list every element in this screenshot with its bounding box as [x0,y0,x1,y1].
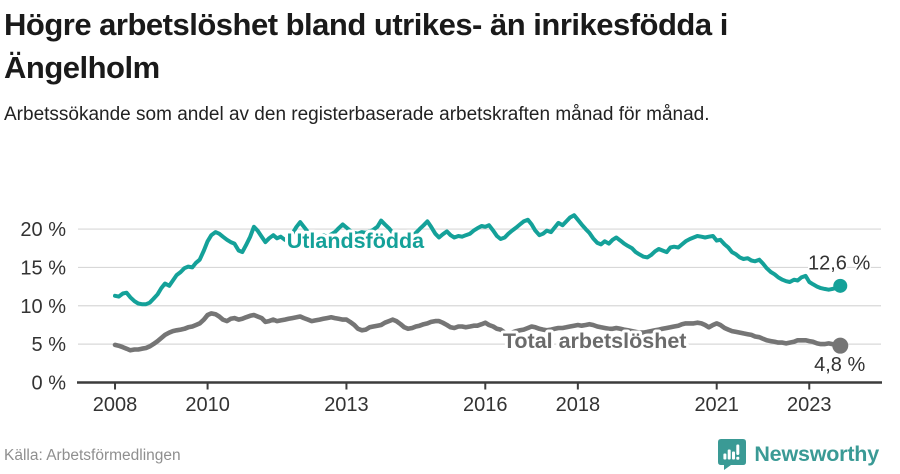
x-tick-label: 2023 [787,394,832,416]
series-line-total [112,311,843,353]
y-tick-label: 20 % [20,219,66,241]
x-tick-label: 2013 [324,394,369,416]
x-tick-label: 2010 [185,394,230,416]
end-value-label-total: 4,8 % [814,354,865,376]
page-title: Högre arbetslöshet bland utrikes- än inr… [4,7,728,85]
y-tick-label: 15 % [20,257,66,279]
x-tick-label: 2018 [556,394,601,416]
end-dot-foreign-born [833,278,848,293]
newsworthy-bubble-chart-icon [718,439,747,470]
x-tick-label: 2016 [463,394,508,416]
newsworthy-logo-text: Newsworthy [754,442,879,466]
y-tick-label: 10 % [20,296,66,318]
newsworthy-logo-link[interactable]: Newsworthy [718,439,879,470]
source-note: Källa: Arbetsförmedlingen [4,447,181,464]
end-value-label-foreign-born: 12,6 % [808,252,870,274]
page-subtitle: Arbetssökande som andel av den registerb… [4,104,710,125]
x-tick-label: 2021 [694,394,739,416]
x-tick-label: 2008 [93,394,138,416]
end-dot-total [832,337,849,354]
series-name-label-total: Total arbetslöshet [503,329,687,353]
series-name-label-foreign-born: Utlandsfödda [287,229,425,253]
y-tick-label: 0 % [32,373,67,395]
series-line-foreign-born [113,213,843,307]
y-tick-label: 5 % [32,334,67,356]
